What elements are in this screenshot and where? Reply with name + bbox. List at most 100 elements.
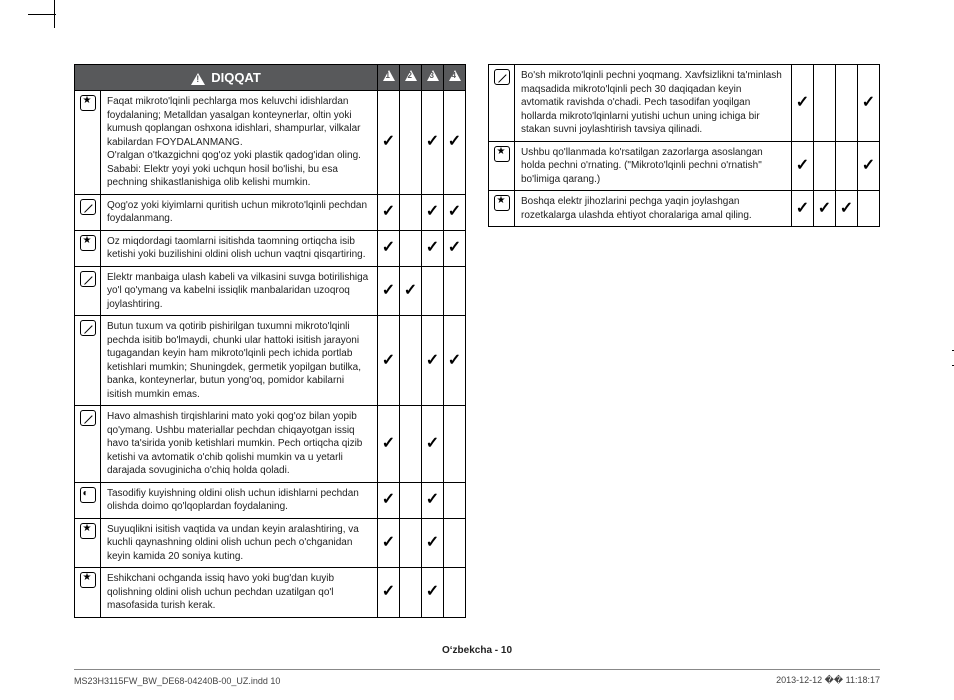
symbol-cell <box>75 230 101 266</box>
right-column: Bo'sh mikroto'lqinli pechni yoqmang. Xav… <box>488 64 880 700</box>
check-icon: ✓ <box>382 491 395 508</box>
check-cell: ✓ <box>444 230 466 266</box>
check-cell: ✓ <box>422 230 444 266</box>
check-cell <box>400 482 422 518</box>
check-cell: ✓ <box>378 266 400 316</box>
dish-icon <box>80 487 96 503</box>
check-cell: ✓ <box>422 482 444 518</box>
check-icon: ✓ <box>448 203 461 220</box>
table-title: DIQQAT <box>211 70 261 85</box>
check-icon: ✓ <box>382 239 395 256</box>
check-cell <box>444 406 466 483</box>
caution-text: Eshikchani ochganda issiq havo yoki bug'… <box>101 568 378 618</box>
star-icon <box>80 95 96 111</box>
table-row: Eshikchani ochganda issiq havo yoki bug'… <box>75 568 466 618</box>
check-icon: ✓ <box>426 352 439 369</box>
col-icon-2 <box>400 65 422 91</box>
check-cell: ✓ <box>378 482 400 518</box>
check-cell <box>400 194 422 230</box>
caution-text: Butun tuxum va qotirib pishirilgan tuxum… <box>101 316 378 406</box>
check-cell: ✓ <box>378 230 400 266</box>
slash-icon <box>80 199 96 215</box>
check-cell: ✓ <box>792 191 814 227</box>
check-cell <box>444 518 466 568</box>
caution-text: Ushbu qo'llanmada ko'rsatilgan zazorlarg… <box>515 141 792 191</box>
check-cell: ✓ <box>422 91 444 195</box>
symbol-cell <box>489 191 515 227</box>
check-icon: ✓ <box>796 200 809 217</box>
check-icon: ✓ <box>840 200 853 217</box>
table-row: Boshqa elektr jihozlarini pechga yaqin j… <box>489 191 880 227</box>
check-cell <box>400 316 422 406</box>
check-cell <box>400 230 422 266</box>
caution-text: Elektr manbaiga ulash kabeli va vilkasin… <box>101 266 378 316</box>
check-cell: ✓ <box>422 518 444 568</box>
check-cell: ✓ <box>422 194 444 230</box>
table-row: Bo'sh mikroto'lqinli pechni yoqmang. Xav… <box>489 65 880 142</box>
check-cell: ✓ <box>422 406 444 483</box>
check-cell: ✓ <box>858 141 880 191</box>
caution-text: Suyuqlikni isitish vaqtida va undan keyi… <box>101 518 378 568</box>
check-icon: ✓ <box>796 157 809 174</box>
check-cell: ✓ <box>378 316 400 406</box>
table-row: Havo almashish tirqishlarini mato yoki q… <box>75 406 466 483</box>
table-row: Elektr manbaiga ulash kabeli va vilkasin… <box>75 266 466 316</box>
table-row: Suyuqlikni isitish vaqtida va undan keyi… <box>75 518 466 568</box>
crop-mark <box>28 14 56 15</box>
check-cell: ✓ <box>836 191 858 227</box>
check-cell: ✓ <box>792 141 814 191</box>
check-cell <box>400 568 422 618</box>
star-icon <box>494 195 510 211</box>
slash-icon <box>494 69 510 85</box>
check-cell <box>444 568 466 618</box>
check-icon: ✓ <box>382 352 395 369</box>
check-icon: ✓ <box>382 203 395 220</box>
caution-table-right: Bo'sh mikroto'lqinli pechni yoqmang. Xav… <box>488 64 880 227</box>
check-icon: ✓ <box>382 435 395 452</box>
check-icon: ✓ <box>448 239 461 256</box>
check-cell: ✓ <box>422 316 444 406</box>
symbol-cell <box>75 91 101 195</box>
check-icon: ✓ <box>426 583 439 600</box>
caution-text: Bo'sh mikroto'lqinli pechni yoqmang. Xav… <box>515 65 792 142</box>
check-icon: ✓ <box>796 94 809 111</box>
symbol-cell <box>75 568 101 618</box>
check-icon: ✓ <box>382 282 395 299</box>
check-icon: ✓ <box>426 239 439 256</box>
caution-text: Faqat mikroto'lqinli pechlarga mos keluv… <box>101 91 378 195</box>
star-icon <box>80 523 96 539</box>
footer-timestamp: 2013-12-12 �� 11:18:17 <box>776 675 880 686</box>
symbol-cell <box>75 316 101 406</box>
col-icon-4 <box>444 65 466 91</box>
check-icon: ✓ <box>426 133 439 150</box>
table-row: Tasodifiy kuyishning oldini olish uchun … <box>75 482 466 518</box>
star-icon <box>80 235 96 251</box>
symbol-cell <box>75 482 101 518</box>
check-cell: ✓ <box>422 568 444 618</box>
check-icon: ✓ <box>426 534 439 551</box>
left-column: DIQQAT Faqat mikroto'lqinli pechlarga mo… <box>74 64 466 700</box>
check-cell: ✓ <box>444 194 466 230</box>
symbol-cell <box>489 141 515 191</box>
symbol-cell <box>75 406 101 483</box>
table-row: Butun tuxum va qotirib pishirilgan tuxum… <box>75 316 466 406</box>
check-cell: ✓ <box>378 194 400 230</box>
check-cell <box>444 482 466 518</box>
check-icon: ✓ <box>862 157 875 174</box>
table-row: Qog'oz yoki kiyimlarni quritish uchun mi… <box>75 194 466 230</box>
check-icon: ✓ <box>426 435 439 452</box>
slash-icon <box>80 320 96 336</box>
check-cell <box>400 406 422 483</box>
check-cell <box>836 65 858 142</box>
check-icon: ✓ <box>382 133 395 150</box>
check-cell: ✓ <box>378 568 400 618</box>
check-cell <box>836 141 858 191</box>
table-row: Ushbu qo'llanmada ko'rsatilgan zazorlarg… <box>489 141 880 191</box>
check-cell <box>814 65 836 142</box>
symbol-cell <box>75 518 101 568</box>
slash-icon <box>80 410 96 426</box>
check-cell: ✓ <box>378 518 400 568</box>
check-cell <box>444 266 466 316</box>
symbol-cell <box>75 194 101 230</box>
table-header: DIQQAT <box>75 65 378 91</box>
